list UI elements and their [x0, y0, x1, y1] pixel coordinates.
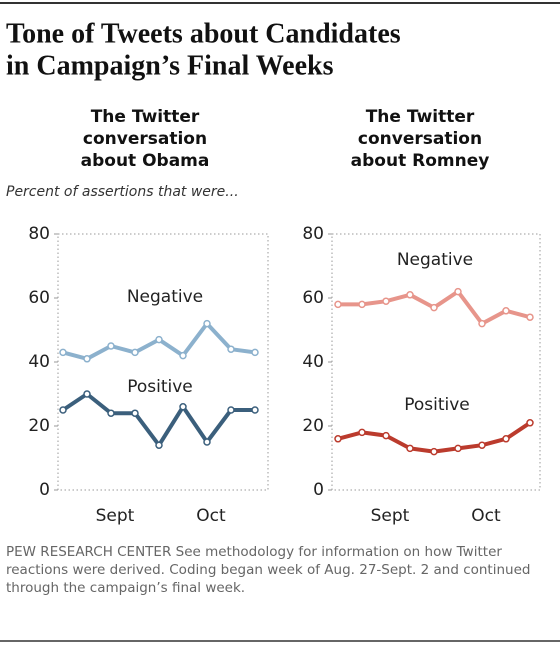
- series-line: [61, 392, 255, 448]
- title: in Campaign’s Final Weeks: [6, 50, 334, 81]
- series-label: Positive: [404, 395, 470, 415]
- point: [334, 300, 342, 309]
- point: [502, 307, 510, 315]
- point: [406, 444, 414, 453]
- title: Tone of Tweets about Candidates: [6, 18, 401, 49]
- subtitle: The Twitter: [91, 107, 200, 127]
- point: [430, 303, 438, 312]
- point: [203, 438, 211, 446]
- x-tick-label: Sept: [371, 506, 410, 526]
- series-line: [337, 421, 532, 454]
- y-tick-label: 0: [39, 480, 50, 500]
- point: [478, 319, 486, 328]
- point: [251, 406, 259, 414]
- y-tick-label: 20: [302, 416, 324, 436]
- point: [107, 409, 115, 417]
- point: [430, 447, 438, 456]
- point: [131, 348, 139, 357]
- point: [358, 300, 366, 309]
- series-label: Negative: [127, 287, 203, 307]
- subtitle: about Obama: [81, 151, 210, 171]
- x-tick-label: Sept: [96, 506, 135, 526]
- subtitle: conversation: [358, 129, 482, 149]
- point: [382, 297, 390, 305]
- point: [251, 348, 259, 357]
- y-tick-label: 40: [302, 352, 324, 372]
- point: [83, 390, 91, 398]
- point: [203, 319, 211, 328]
- point: [227, 406, 235, 414]
- point: [83, 355, 91, 363]
- x-tick-label: Oct: [471, 506, 501, 526]
- series-label: Negative: [397, 250, 473, 270]
- point: [502, 435, 510, 443]
- footer: PEW RESEARCH CENTER See methodology for …: [6, 544, 531, 596]
- series-label: Positive: [127, 377, 193, 397]
- point: [179, 403, 187, 411]
- point: [358, 428, 366, 437]
- point: [179, 351, 187, 360]
- point: [59, 348, 67, 357]
- point: [334, 435, 342, 443]
- axis-note: Percent of assertions that were...: [6, 184, 239, 200]
- x-tick-label: Oct: [196, 506, 226, 526]
- point: [526, 313, 534, 321]
- point: [59, 406, 67, 414]
- point: [406, 291, 414, 299]
- y-tick-label: 60: [28, 288, 50, 308]
- point: [131, 409, 139, 417]
- y-tick-label: 0: [313, 480, 324, 500]
- point: [454, 287, 462, 296]
- y-tick-label: 80: [302, 224, 324, 244]
- point: [478, 441, 486, 449]
- point: [107, 342, 115, 350]
- subtitle: conversation: [83, 129, 207, 149]
- plot-frame: [57, 233, 269, 491]
- y-tick-label: 80: [28, 224, 50, 244]
- point: [227, 345, 235, 353]
- subtitle: The Twitter: [366, 107, 475, 127]
- point: [382, 431, 390, 440]
- point: [155, 335, 163, 344]
- point: [454, 444, 462, 453]
- y-tick-label: 20: [28, 416, 50, 436]
- subtitle: about Romney: [351, 151, 490, 171]
- y-tick-label: 60: [302, 288, 324, 308]
- point: [526, 419, 534, 427]
- y-tick-label: 40: [28, 352, 50, 372]
- point: [155, 441, 163, 449]
